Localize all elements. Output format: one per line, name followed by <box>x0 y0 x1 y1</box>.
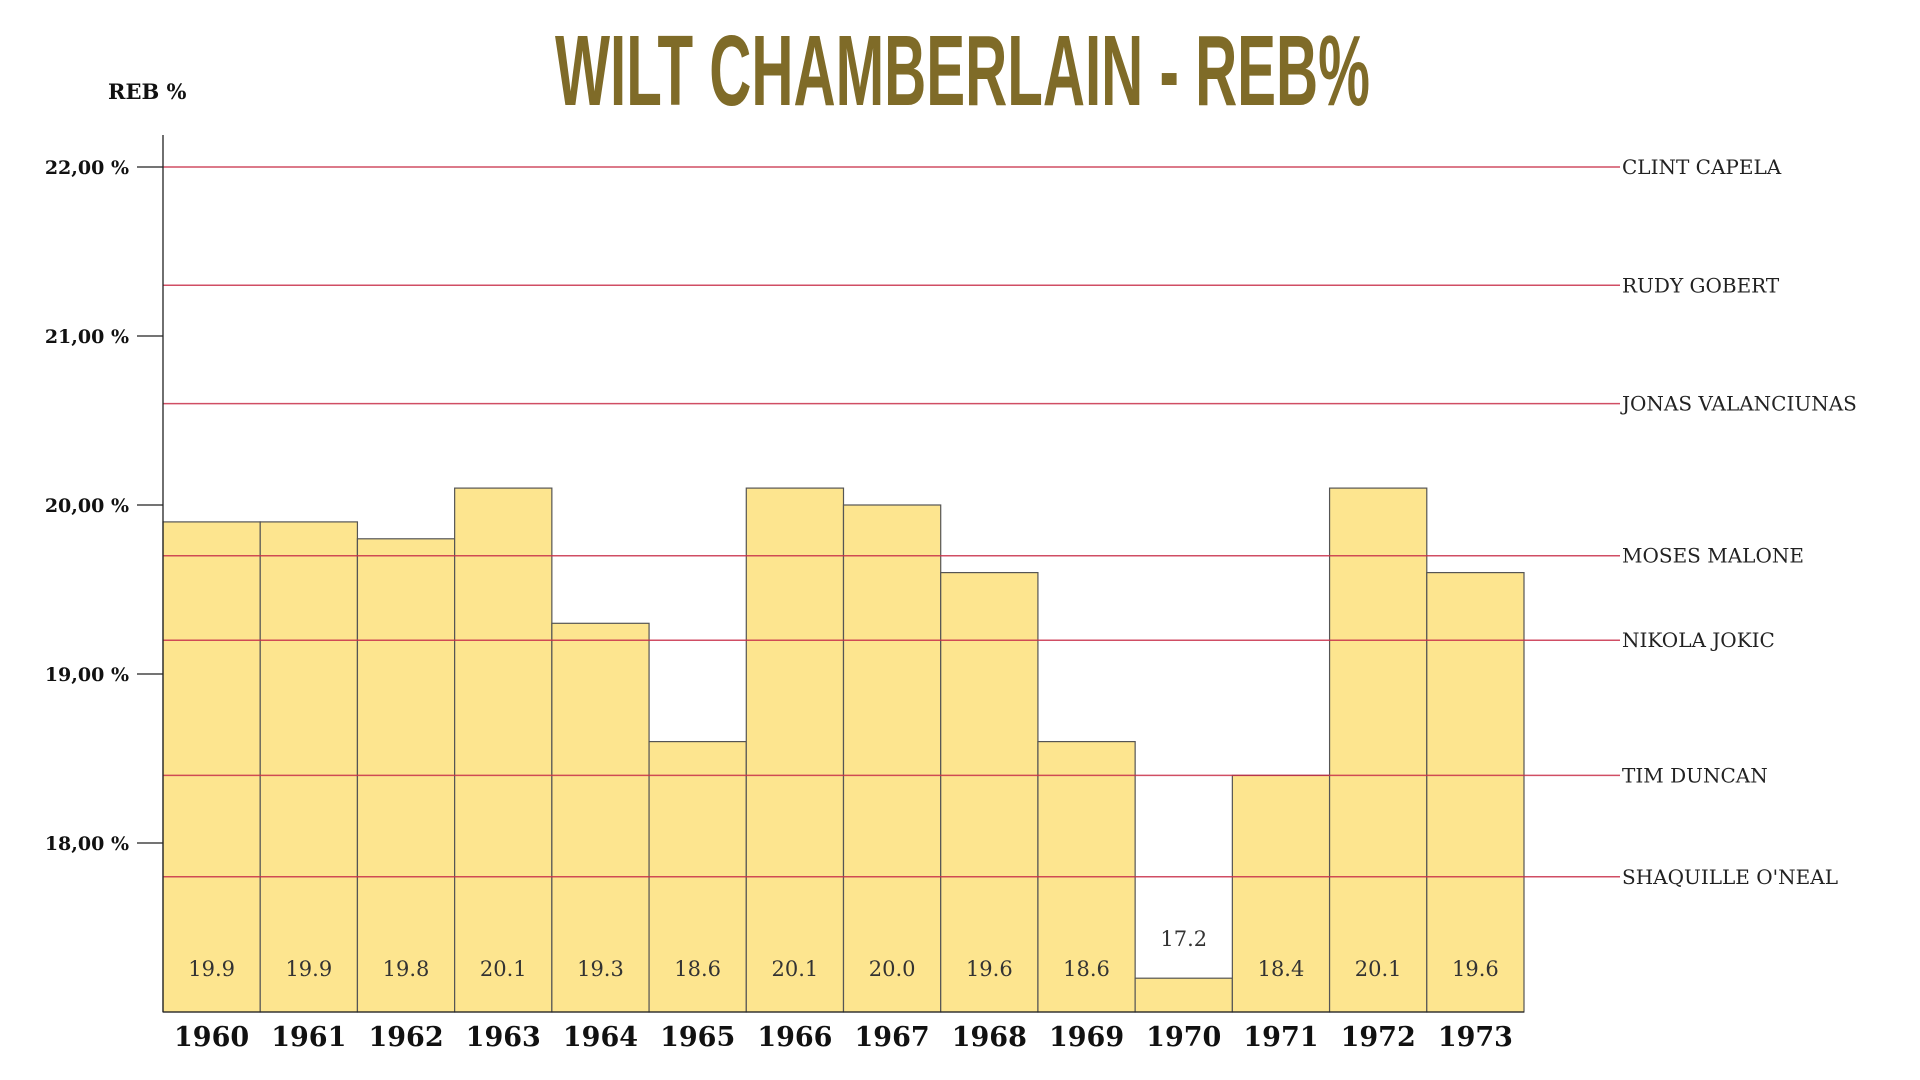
bar-1966 <box>745 487 845 1013</box>
value-label: 17.2 <box>1160 927 1207 951</box>
value-label: 20.1 <box>480 957 527 981</box>
reference-lines <box>163 166 1620 878</box>
x-tick-label: 1972 <box>1341 1022 1416 1053</box>
bar-1971 <box>1231 774 1331 1013</box>
bar-1967 <box>842 504 942 1013</box>
value-label: 19.8 <box>383 957 430 981</box>
x-tick-label: 1973 <box>1438 1022 1513 1053</box>
y-tick-label: 22,00 % <box>45 157 129 179</box>
reference-line-label: NIKOLA JOKIC <box>1622 628 1775 652</box>
reference-line-label: SHAQUILLE O'NEAL <box>1622 865 1838 889</box>
x-tick-label: 1970 <box>1146 1022 1221 1053</box>
labels: 19.9 1960 19.9 1961 19.8 1962 20.1 1963 19.3 1964… <box>174 155 1857 1053</box>
y-axis-label: REB % <box>108 79 187 104</box>
x-tick-label: 1966 <box>757 1022 832 1053</box>
value-label: 19.9 <box>188 957 235 981</box>
x-tick-label: 1963 <box>466 1022 541 1053</box>
value-label: 18.4 <box>1258 957 1305 981</box>
bar-1970 <box>1134 977 1233 1013</box>
reference-line-label: RUDY GOBERT <box>1622 273 1780 297</box>
value-label: 19.6 <box>966 957 1013 981</box>
value-label: 18.6 <box>1063 957 1110 981</box>
reference-line-label: JONAS VALANCIUNAS <box>1620 392 1857 416</box>
bar-1963 <box>454 487 553 1013</box>
reference-line-label: CLINT CAPELA <box>1622 155 1782 179</box>
bar-1973 <box>1426 571 1525 1013</box>
reference-line-label: TIM DUNCAN <box>1622 763 1768 787</box>
x-tick-label: 1967 <box>855 1022 930 1053</box>
y-tick-label: 21,00 % <box>45 326 129 348</box>
bars <box>162 487 1525 1013</box>
y-tick-label: 19,00 % <box>45 664 129 686</box>
bar-1972 <box>1328 487 1428 1013</box>
bar-1968 <box>940 571 1039 1013</box>
x-tick-label: 1969 <box>1049 1022 1124 1053</box>
x-tick-label: 1960 <box>174 1022 249 1053</box>
y-axis: 22,00 % 21,00 % 20,00 % 19,00 % 18,00 % <box>45 135 1524 1013</box>
chart-title: WILT CHAMBERLAIN - REB% <box>555 15 1370 127</box>
x-tick-label: 1968 <box>952 1022 1027 1053</box>
value-label: 19.9 <box>285 957 332 981</box>
value-label: 18.6 <box>674 957 721 981</box>
x-tick-label: 1962 <box>368 1022 443 1053</box>
y-tick-label: 20,00 % <box>45 495 129 517</box>
bar-1961 <box>259 521 359 1013</box>
x-tick-label: 1964 <box>563 1022 638 1053</box>
y-tick-label: 18,00 % <box>45 833 129 855</box>
value-label: 20.0 <box>869 957 916 981</box>
value-label: 19.3 <box>577 957 624 981</box>
reference-line-label: MOSES MALONE <box>1622 544 1804 568</box>
bar-1960 <box>162 521 261 1013</box>
bar-1964 <box>551 622 650 1013</box>
value-label: 19.6 <box>1452 957 1499 981</box>
value-label: 20.1 <box>1355 957 1402 981</box>
value-label: 20.1 <box>772 957 819 981</box>
x-tick-label: 1971 <box>1243 1022 1318 1053</box>
x-tick-label: 1961 <box>271 1022 346 1053</box>
x-tick-label: 1965 <box>660 1022 735 1053</box>
